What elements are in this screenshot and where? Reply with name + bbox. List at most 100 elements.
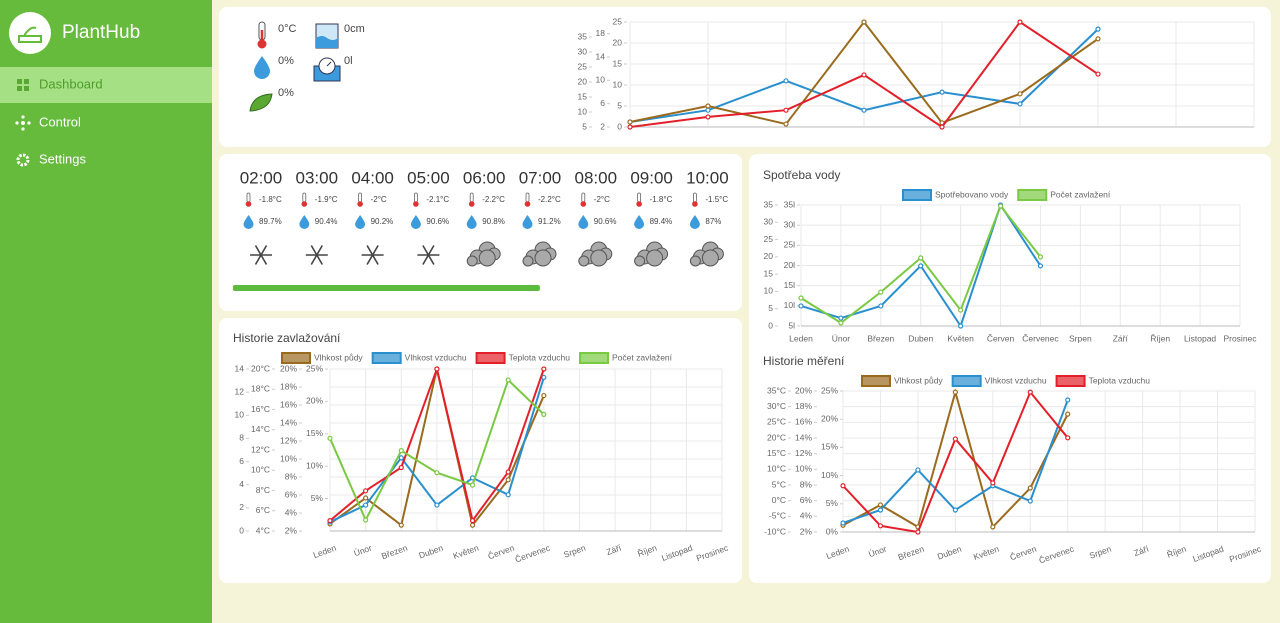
legend-label: Vlhkost vzduchu	[405, 352, 467, 362]
y-tick-label: 6%	[800, 495, 813, 505]
y-tick-label: 10%	[795, 464, 812, 474]
y-tick-label: 0	[617, 121, 622, 131]
data-point	[505, 492, 511, 498]
y-tick-label: 4%	[800, 511, 813, 521]
y-tick-label: 10%	[821, 470, 838, 480]
thermometer-icon	[257, 21, 267, 49]
data-point	[1095, 71, 1101, 77]
x-tick-label: Červen	[987, 333, 1015, 343]
thermometer-icon	[469, 192, 474, 203]
y-tick-label: 12%	[280, 435, 297, 445]
forecast-time: 08:00	[575, 168, 618, 187]
data-point	[705, 103, 711, 109]
y-tick-label: 18%	[795, 401, 812, 411]
cloud-icon	[634, 241, 669, 267]
forecast-humidity: 87%	[705, 217, 721, 226]
snow-icon	[417, 245, 440, 265]
y-tick-label: 14	[596, 51, 606, 61]
x-tick-label: Únor	[832, 333, 851, 343]
y-tick-label: 5%	[826, 498, 839, 508]
drop-icon	[410, 215, 421, 229]
y-tick-label: 20	[613, 37, 623, 47]
thermometer-icon	[637, 192, 641, 203]
data-point	[798, 303, 804, 309]
forecast-time: 09:00	[630, 168, 673, 187]
drop-icon	[254, 56, 270, 79]
forecast-time: 06:00	[463, 168, 506, 187]
thermometer-icon	[581, 192, 586, 203]
cloud-icon	[466, 241, 501, 267]
cloud-part	[466, 255, 478, 267]
legend-swatch	[861, 375, 891, 387]
y-tick-label: 8%	[285, 471, 298, 481]
data-point	[541, 366, 547, 372]
y-tick-label: 10	[578, 106, 588, 116]
data-point	[861, 19, 867, 25]
y-tick-label: 2%	[285, 525, 298, 535]
data-point	[1027, 498, 1033, 504]
y-tick-label: 14	[235, 363, 245, 373]
sensor-value: 0°C	[278, 23, 297, 35]
data-point	[434, 502, 440, 508]
thermometer-icon	[468, 201, 475, 207]
y-tick-label: 6%	[285, 489, 298, 499]
y-tick-label: 10%	[306, 460, 323, 470]
forecast-time: 03:00	[296, 168, 339, 187]
brand: PlantHub	[62, 22, 140, 43]
data-point	[783, 107, 789, 113]
y-tick-label: -10°C	[764, 526, 786, 536]
nav-item[interactable]: Control	[39, 114, 81, 129]
y-tick-label: 25	[764, 234, 774, 244]
y-tick-label: 15%	[821, 442, 838, 452]
y-tick-label: 8°C	[256, 485, 270, 495]
x-tick-label: Březen	[867, 333, 894, 343]
y-tick-label: 12°C	[251, 444, 270, 454]
data-point	[1065, 411, 1071, 417]
thermometer-icon	[413, 192, 418, 203]
cloud-part	[522, 255, 534, 267]
y-tick-label: 14°C	[251, 424, 270, 434]
snow-icon	[250, 245, 272, 265]
cloud-part	[578, 255, 590, 267]
forecast-temperature: -2°C	[594, 195, 610, 204]
drop-icon	[522, 215, 533, 229]
y-tick-label: 25	[613, 16, 623, 26]
y-tick-label: 25%	[306, 363, 323, 373]
data-point	[1095, 26, 1101, 32]
y-tick-label: 20%	[821, 413, 838, 423]
drop-icon	[355, 215, 366, 229]
data-point	[363, 517, 369, 523]
cloud-part	[634, 255, 646, 267]
cloud-part	[701, 249, 719, 267]
y-tick-label: 20%	[306, 396, 323, 406]
data-point	[838, 315, 844, 321]
y-tick-label: 35l	[784, 199, 795, 209]
data-point	[915, 529, 921, 535]
data-point	[877, 523, 884, 529]
data-point	[861, 107, 867, 113]
data-point	[705, 107, 711, 113]
y-tick-label: 20	[764, 251, 774, 261]
y-tick-label: 16%	[795, 417, 812, 427]
nav-item[interactable]: Dashboard	[39, 76, 103, 91]
data-point	[363, 488, 369, 494]
nav-item[interactable]: Settings	[39, 151, 86, 166]
data-point	[434, 470, 440, 476]
chart-title: Spotřeba vody	[763, 168, 840, 182]
snow-icon	[361, 245, 384, 265]
data-point	[434, 366, 440, 372]
control-icon	[15, 115, 31, 131]
y-tick-label: 25l	[784, 240, 795, 250]
legend-label: Vlhkost půdy	[894, 375, 943, 385]
logo	[9, 12, 51, 54]
card	[219, 154, 742, 311]
y-tick-label: 12	[235, 386, 245, 396]
y-tick-label: 8	[239, 433, 244, 443]
y-tick-label: 30°C	[767, 401, 786, 411]
data-point	[1027, 389, 1033, 395]
drop-icon	[243, 215, 254, 229]
x-tick-label: Duben	[908, 333, 933, 343]
y-tick-label: 35	[578, 31, 588, 41]
legend-swatch	[371, 352, 402, 364]
y-tick-label: 20	[578, 76, 588, 86]
